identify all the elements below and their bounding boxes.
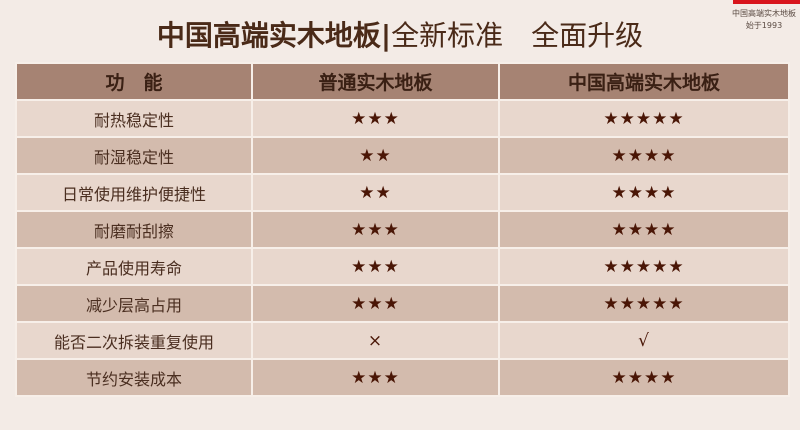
header-normal: 普通实木地板: [251, 62, 500, 101]
premium-rating: ★★★★: [498, 136, 790, 175]
normal-rating: ★★: [251, 136, 500, 175]
premium-rating: ★★★★: [498, 358, 790, 397]
table-row: 日常使用维护便捷性 ★★ ★★★★: [15, 173, 790, 212]
page-title: 中国高端实木地板|全新标准 全面升级: [0, 14, 800, 54]
comparison-table: 功 能 普通实木地板 中国高端实木地板 耐热稳定性 ★★★ ★★★★★ 耐湿稳定性 ★★…: [15, 62, 790, 397]
premium-rating: √: [498, 321, 790, 360]
table-header: 功 能 普通实木地板 中国高端实木地板: [15, 62, 790, 101]
header-premium: 中国高端实木地板: [498, 62, 790, 101]
premium-rating: ★★★★★: [498, 284, 790, 323]
title-main: 中国高端实木地板: [156, 19, 381, 52]
feature-cell: 节约安装成本: [15, 358, 253, 397]
table-row: 耐热稳定性 ★★★ ★★★★★: [15, 99, 790, 138]
normal-rating: ×: [251, 321, 500, 360]
premium-rating: ★★★★: [498, 173, 790, 212]
feature-cell: 耐湿稳定性: [15, 136, 253, 175]
feature-cell: 减少层高占用: [15, 284, 253, 323]
brand-logo: 中国高端实木地板 始于1993: [724, 8, 800, 32]
normal-rating: ★★★: [251, 284, 500, 323]
premium-rating: ★★★★★: [498, 247, 790, 286]
normal-rating: ★★★: [251, 210, 500, 249]
premium-rating: ★★★★: [498, 210, 790, 249]
title-divider: |: [380, 19, 392, 52]
table-row: 减少层高占用 ★★★ ★★★★★: [15, 284, 790, 323]
feature-cell: 能否二次拆装重复使用: [15, 321, 253, 360]
normal-rating: ★★★: [251, 358, 500, 397]
table-row: 节约安装成本 ★★★ ★★★★: [15, 358, 790, 397]
premium-rating: ★★★★★: [498, 99, 790, 138]
table-row: 能否二次拆装重复使用 × √: [15, 321, 790, 360]
table-row: 耐磨耐刮擦 ★★★ ★★★★: [15, 210, 790, 249]
table-row: 产品使用寿命 ★★★ ★★★★★: [15, 247, 790, 286]
normal-rating: ★★★: [251, 247, 500, 286]
title-sub: 全新标准 全面升级: [391, 19, 644, 52]
feature-cell: 日常使用维护便捷性: [15, 173, 253, 212]
normal-rating: ★★: [251, 173, 500, 212]
brand-since: 始于1993: [745, 21, 783, 30]
header-feature: 功 能: [15, 62, 253, 101]
normal-rating: ★★★: [251, 99, 500, 138]
feature-cell: 耐热稳定性: [15, 99, 253, 138]
table-row: 耐湿稳定性 ★★ ★★★★: [15, 136, 790, 175]
feature-cell: 产品使用寿命: [15, 247, 253, 286]
brand-name: 中国高端实木地板: [732, 9, 796, 18]
feature-cell: 耐磨耐刮擦: [15, 210, 253, 249]
brand-red-bar: [733, 0, 800, 4]
